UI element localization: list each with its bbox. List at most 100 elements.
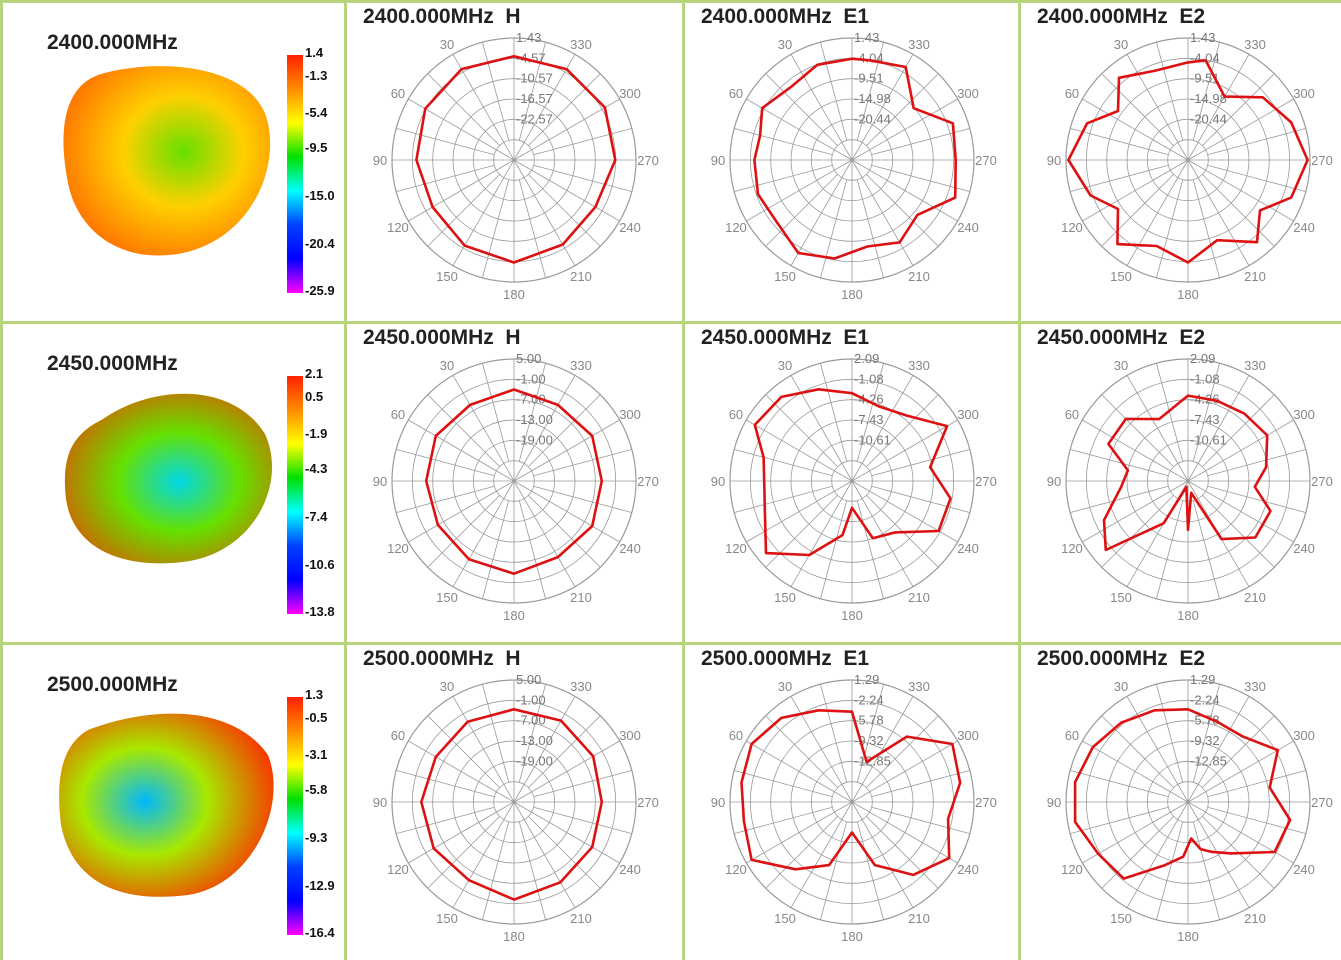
polar-grid-spoke	[1070, 128, 1169, 156]
polar-grid-spoke	[871, 485, 970, 513]
angle-tick-label: 30	[1114, 37, 1128, 52]
angle-tick-label: 120	[1061, 862, 1083, 877]
colorbar-tick-label: -5.8	[305, 782, 327, 797]
polar-grid-spoke	[452, 159, 515, 266]
polar-plot-title: 2400.000MHz E2	[1037, 5, 1206, 28]
ring-value-label: -14.98	[854, 91, 891, 106]
polar-grid-spoke	[820, 179, 848, 278]
polar-grid-spoke	[746, 98, 853, 161]
angle-tick-label: 270	[1311, 153, 1333, 168]
polar-grid-spoke	[1156, 179, 1184, 278]
polar-grid-spoke	[1207, 806, 1306, 834]
polar-grid-spoke	[851, 54, 914, 161]
polar-grid-spoke	[1202, 73, 1275, 146]
ring-value-label: -7.00	[516, 392, 546, 407]
polar-grid-spoke	[408, 801, 515, 864]
angle-tick-label: 240	[957, 220, 979, 235]
angle-tick-label: 90	[711, 795, 725, 810]
polar-grid-spoke	[427, 816, 500, 889]
polar-plot-svg: 5.00 -1.00 -7.00 -13.00 -19.00 30 330 60 300 90 27…	[373, 351, 659, 623]
polar-grid-spoke	[408, 480, 515, 543]
angle-tick-label: 300	[1293, 728, 1315, 743]
angle-tick-label: 270	[637, 153, 659, 168]
angle-tick-label: 60	[729, 86, 743, 101]
colorbar-tick-label: -5.4	[305, 105, 328, 120]
frequency-label: 2400.000MHz	[47, 31, 178, 54]
pattern-3d-cell: 2450.000MHz 2.1 0.5 -1.9 -4.3 -7.4 -10.6 -13.8	[0, 321, 344, 642]
angle-tick-label: 90	[373, 474, 387, 489]
polar-grid-spoke	[1187, 801, 1294, 864]
polar-grid-spoke	[1156, 363, 1184, 462]
pattern-3d-surface	[63, 66, 271, 256]
angle-tick-label: 210	[1244, 911, 1266, 926]
angle-tick-label: 180	[841, 929, 863, 944]
ring-value-label: -22.57	[516, 111, 553, 126]
polar-grid-spoke	[746, 480, 853, 543]
angle-tick-label: 150	[1110, 269, 1132, 284]
colorbar-tick-label: 2.1	[305, 366, 323, 381]
ring-value-label: -12.85	[1190, 753, 1227, 768]
polar-plot-cell: 2450.000MHz H 5.00 -1.00 -7.00 -13.00 -19.00 3…	[344, 321, 682, 642]
ring-value-label: 2.09	[1190, 351, 1215, 366]
frequency-label: 2500.000MHz	[47, 673, 178, 696]
polar-plot-title: 2450.000MHz E1	[701, 326, 870, 349]
polar-grid-spoke	[513, 419, 620, 482]
ring-value-label: -1.00	[516, 371, 546, 386]
polar-grid-spoke	[482, 42, 510, 141]
polar-grid-spoke	[1126, 159, 1189, 266]
angle-tick-label: 300	[957, 86, 979, 101]
polar-plot-title: 2400.000MHz H	[363, 5, 521, 28]
angle-tick-label: 180	[841, 287, 863, 302]
pattern-3d-svg: 1.4 -1.3 -5.4 -9.5 -15.0 -20.4 -25.9	[63, 45, 335, 298]
angle-tick-label: 240	[957, 541, 979, 556]
colorbar-tick-label: 1.3	[305, 687, 323, 702]
angle-tick-label: 180	[1177, 608, 1199, 623]
polar-grid-spoke	[1187, 480, 1294, 543]
polar-grid-spoke	[528, 394, 601, 467]
pattern-3d-cell: 2400.000MHz 1.4 -1.3 -5.4 -9.5 -15.0 -20.4 -25.…	[0, 0, 344, 321]
ring-value-label: -12.85	[854, 753, 891, 768]
polar-grid-spoke	[1082, 98, 1189, 161]
ring-value-label: 5.00	[516, 351, 541, 366]
polar-grid-spoke	[1187, 54, 1250, 161]
radiation-pattern-curve	[1073, 708, 1292, 880]
colorbar-tick-label: -1.3	[305, 68, 327, 83]
polar-grid-spoke	[856, 500, 884, 599]
angle-tick-label: 300	[619, 407, 641, 422]
polar-plot-cell: 2400.000MHz E2 1.43 -4.04 -9.51 -14.98 -20.44…	[1018, 0, 1341, 321]
angle-tick-label: 30	[1114, 358, 1128, 373]
angle-tick-label: 210	[908, 590, 930, 605]
polar-grid-spoke	[452, 696, 515, 803]
angle-tick-label: 300	[619, 728, 641, 743]
angle-tick-label: 120	[725, 541, 747, 556]
polar-grid-spoke	[1070, 485, 1169, 513]
polar-grid-spoke	[866, 73, 939, 146]
ring-value-label: -20.44	[1190, 111, 1227, 126]
angle-tick-label: 330	[570, 679, 592, 694]
angle-tick-label: 330	[908, 37, 930, 52]
polar-grid-spoke	[482, 179, 510, 278]
polar-grid-spoke	[790, 159, 853, 266]
angle-tick-label: 180	[503, 287, 525, 302]
polar-grid-spoke	[856, 363, 884, 462]
polar-grid-spoke	[533, 806, 632, 834]
ring-value-label: -10.61	[854, 432, 891, 447]
angle-tick-label: 150	[436, 590, 458, 605]
colorbar-tick-label: -25.9	[305, 283, 335, 298]
angle-tick-label: 180	[1177, 929, 1199, 944]
polar-grid-spoke	[528, 816, 601, 889]
polar-grid-spoke	[871, 164, 970, 192]
polar-grid-spoke	[1070, 806, 1169, 834]
polar-grid-spoke	[765, 394, 838, 467]
angle-tick-label: 120	[387, 541, 409, 556]
angle-tick-label: 240	[1293, 541, 1315, 556]
polar-grid-spoke	[518, 500, 546, 599]
colorbar-tick-label: -13.8	[305, 604, 335, 619]
polar-plot-title: 2450.000MHz H	[363, 326, 521, 349]
polar-plot-title: 2450.000MHz E2	[1037, 326, 1206, 349]
polar-plot-cell: 2500.000MHz E2 1.29 -2.24 -5.78 -9.32 -12.85 3…	[1018, 642, 1341, 960]
polar-grid-spoke	[734, 449, 833, 477]
polar-grid-spoke	[851, 696, 914, 803]
